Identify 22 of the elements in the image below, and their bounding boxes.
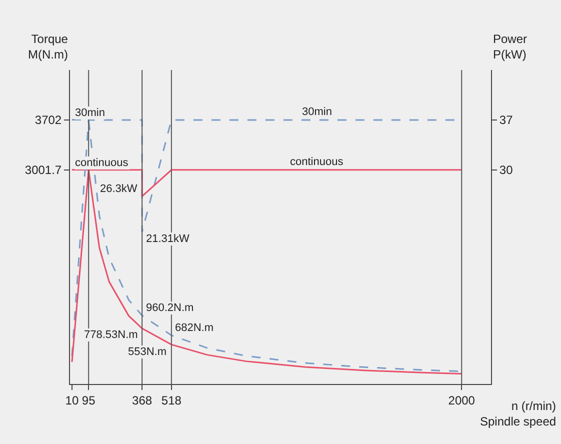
y2-tick-label: 37: [499, 113, 514, 128]
data-label: 26.3kW: [100, 183, 138, 195]
x-tick-label: 2000: [448, 393, 476, 408]
y-axis-title: Torque M(N.m): [28, 32, 68, 62]
x-tick-label: 10: [65, 393, 79, 408]
series-label: 30min: [302, 106, 332, 118]
y-tick-label: 3001.7: [24, 162, 62, 177]
series-label: continuous: [290, 156, 344, 168]
x-tick-label: 95: [82, 393, 96, 408]
series-label: continuous: [75, 157, 129, 169]
data-label: 553N.m: [128, 346, 167, 358]
x-axis-title: n (r/min) Spindle speed: [480, 399, 556, 429]
data-label: 960.2N.m: [146, 302, 194, 314]
data-label: 778.53N.m: [84, 329, 138, 341]
y-tick-label: 3702: [34, 113, 62, 128]
series-label: 30min: [75, 107, 105, 119]
data-label: 21.31kW: [146, 233, 190, 245]
data-label: 682N.m: [175, 322, 214, 334]
x-tick-label: 518: [161, 393, 182, 408]
y2-tick-label: 30: [499, 163, 514, 178]
y2-axis-title: Power P(kW): [493, 32, 528, 62]
x-tick-label: 368: [132, 393, 152, 408]
